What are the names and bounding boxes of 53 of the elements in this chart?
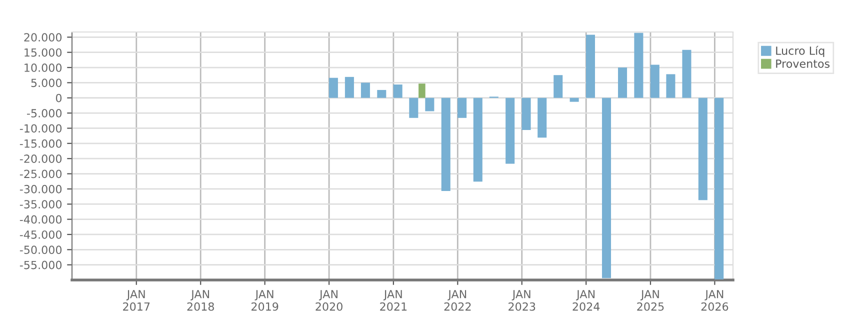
bar [682, 50, 692, 98]
x-tick-label: JAN 2024 [572, 290, 600, 311]
bar [344, 76, 354, 98]
x-tick-label: JAN 2019 [252, 290, 278, 311]
y-tick-label: 5.000 [31, 78, 62, 88]
bar [377, 90, 386, 98]
bar [618, 68, 628, 98]
x-tick-label: JAN 2023 [508, 290, 536, 311]
x-tick-label: JAN 2018 [187, 290, 214, 311]
bar [360, 82, 370, 98]
y-tick-label: -25.000 [20, 170, 62, 178]
x-tick-label: JAN 2022 [444, 290, 471, 311]
bar [506, 98, 515, 164]
y-tick-label: 15.000 [24, 48, 62, 57]
y-tick-label: -35.000 [20, 200, 62, 208]
y-tick-label: 0 [56, 94, 62, 102]
bar [666, 74, 676, 98]
y-tick-label: -30.000 [20, 184, 62, 194]
bar [473, 98, 482, 182]
bar [602, 98, 612, 278]
y-tick-label: 10.000 [24, 63, 62, 72]
bar [409, 98, 418, 118]
bar [634, 32, 644, 98]
y-tick-label: -10.000 [20, 124, 62, 133]
x-tick-label: JAN 2020 [316, 290, 342, 311]
x-tick-label: JAN 2026 [701, 290, 728, 311]
bar [425, 98, 434, 112]
x-tick-label: JAN 2021 [380, 290, 407, 311]
y-tick-label: -55.000 [20, 260, 62, 270]
y-tick-label: -5.000 [27, 109, 62, 118]
y-tick-label: 20.000 [24, 33, 62, 42]
legend-label: Lucro Líq [776, 46, 824, 58]
y-tick-label: -50.000 [20, 246, 62, 254]
bar [570, 98, 579, 102]
x-tick-label: JAN 2017 [123, 290, 150, 311]
y-tick-label: -15.000 [20, 139, 62, 148]
x-tick-label: JAN 2025 [637, 290, 664, 311]
bar [650, 64, 660, 98]
y-tick-label: -20.000 [20, 154, 62, 163]
bar [554, 75, 563, 98]
bar [698, 98, 708, 200]
y-tick-label: -45.000 [20, 230, 62, 239]
y-tick-label: -40.000 [20, 215, 62, 224]
bar [538, 98, 547, 138]
bar [393, 84, 402, 98]
bar [328, 78, 338, 98]
bar [586, 34, 596, 98]
legend-label: Proventos [776, 60, 830, 68]
bar [458, 98, 467, 118]
bar [418, 84, 426, 98]
bar [441, 98, 450, 192]
bar [714, 98, 724, 280]
bar [522, 98, 531, 130]
